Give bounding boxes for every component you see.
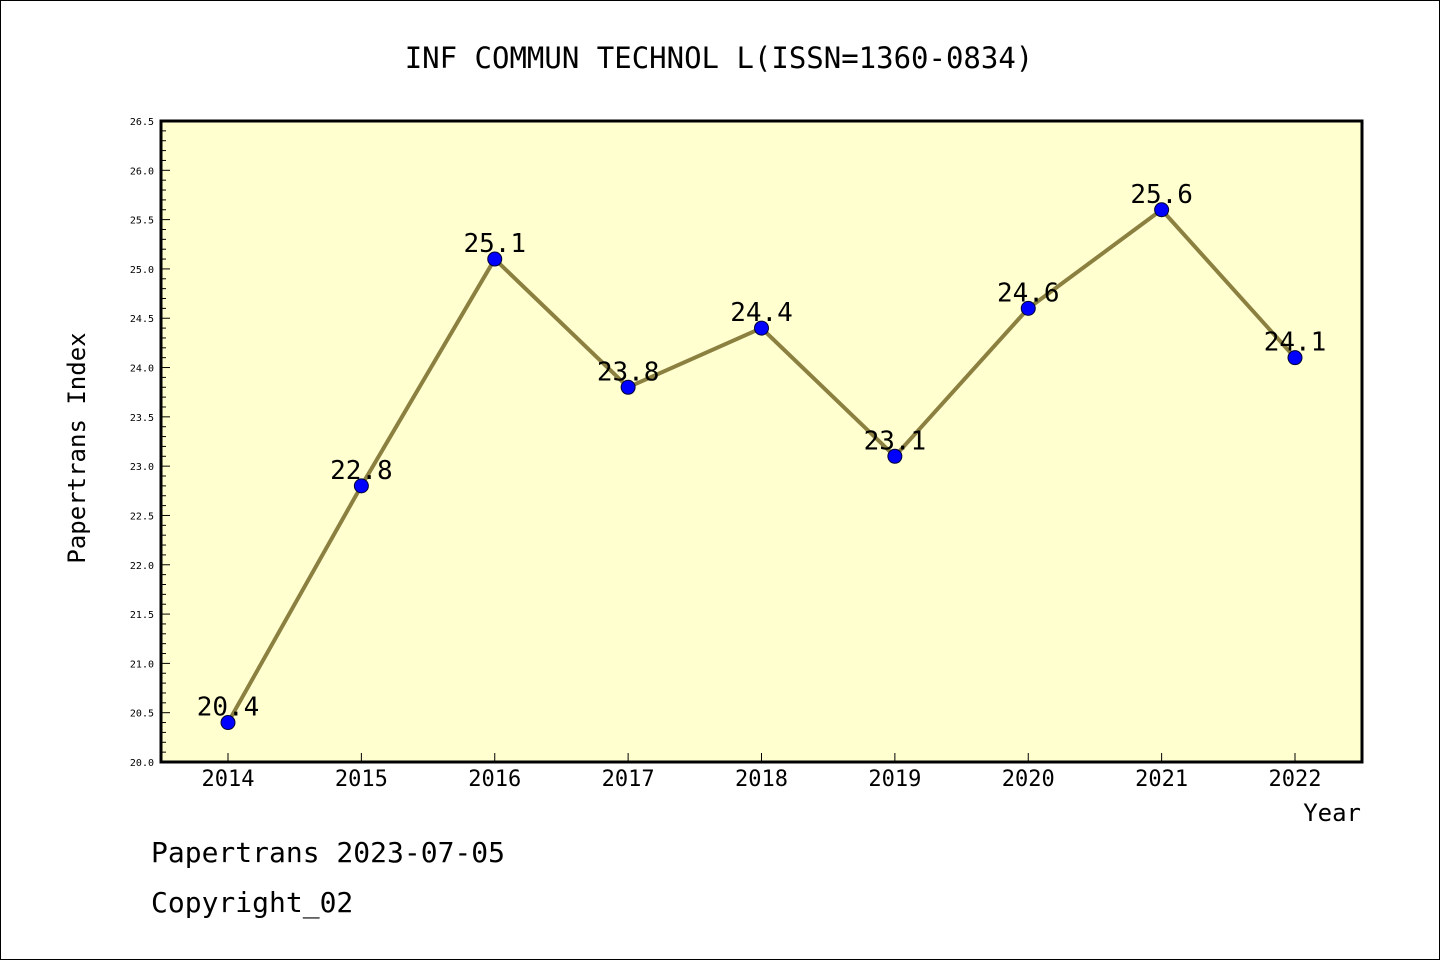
- x-tick-label: 2015: [335, 767, 388, 792]
- x-tick-label: 2014: [202, 767, 255, 792]
- data-point: [487, 251, 503, 267]
- y-tick-label: 24.0: [130, 364, 154, 375]
- data-point: [220, 715, 236, 731]
- x-axis-label: Year: [1303, 799, 1361, 827]
- y-tick-label: 22.5: [130, 511, 154, 522]
- data-point: [620, 379, 636, 395]
- y-tick-label: 22.0: [130, 561, 154, 572]
- y-tick-label: 21.5: [130, 610, 154, 621]
- y-tick-label: 25.5: [130, 216, 154, 227]
- data-point: [1287, 350, 1303, 366]
- series-group: 20.422.825.123.824.423.124.625.624.1: [197, 180, 1326, 731]
- x-tick-label: 2019: [868, 767, 921, 792]
- footer-copyright: Copyright_02: [151, 886, 354, 919]
- plot-border: [159, 119, 1364, 764]
- chart-title: INF COMMUN TECHNOL L(ISSN=1360-0834): [405, 41, 1034, 75]
- y-axis-ticks: 20.0 20.5 21.0 21.5 22.0 22.5 23.0 23.5 24.0 24.5…: [130, 117, 154, 769]
- data-point: [1020, 300, 1036, 316]
- y-tick-label: 20.0: [130, 758, 154, 769]
- x-tick-label: 2022: [1269, 767, 1322, 792]
- y-tick-label: 20.5: [130, 709, 154, 720]
- data-point: [754, 320, 769, 336]
- x-tick-label: 2021: [1135, 767, 1188, 792]
- y-tick-label: 26.0: [130, 166, 154, 177]
- x-tick-label: 2020: [1002, 767, 1055, 792]
- x-tick-label: 2016: [468, 767, 521, 792]
- data-point: [353, 478, 369, 494]
- y-tick-label: 21.0: [130, 659, 154, 670]
- data-point: [1154, 202, 1170, 218]
- y-tick-label: 24.5: [130, 314, 154, 325]
- data-point: [887, 448, 903, 464]
- y-tick-label: 26.5: [130, 117, 154, 128]
- plot-area: [161, 121, 1362, 762]
- y-axis-label: Papertrans Index: [63, 332, 91, 563]
- x-tick-label: 2017: [602, 767, 655, 792]
- y-tick-label: 23.5: [130, 413, 154, 424]
- x-tick-label: 2018: [735, 767, 788, 792]
- x-axis-ticks: 2014 2015 2016 2017 2018 2019 2020 2021 2022: [202, 753, 1322, 792]
- footer-date-line: Papertrans 2023-07-05: [151, 836, 506, 869]
- y-tick-label: 23.0: [130, 462, 154, 473]
- y-tick-label: 25.0: [130, 265, 154, 276]
